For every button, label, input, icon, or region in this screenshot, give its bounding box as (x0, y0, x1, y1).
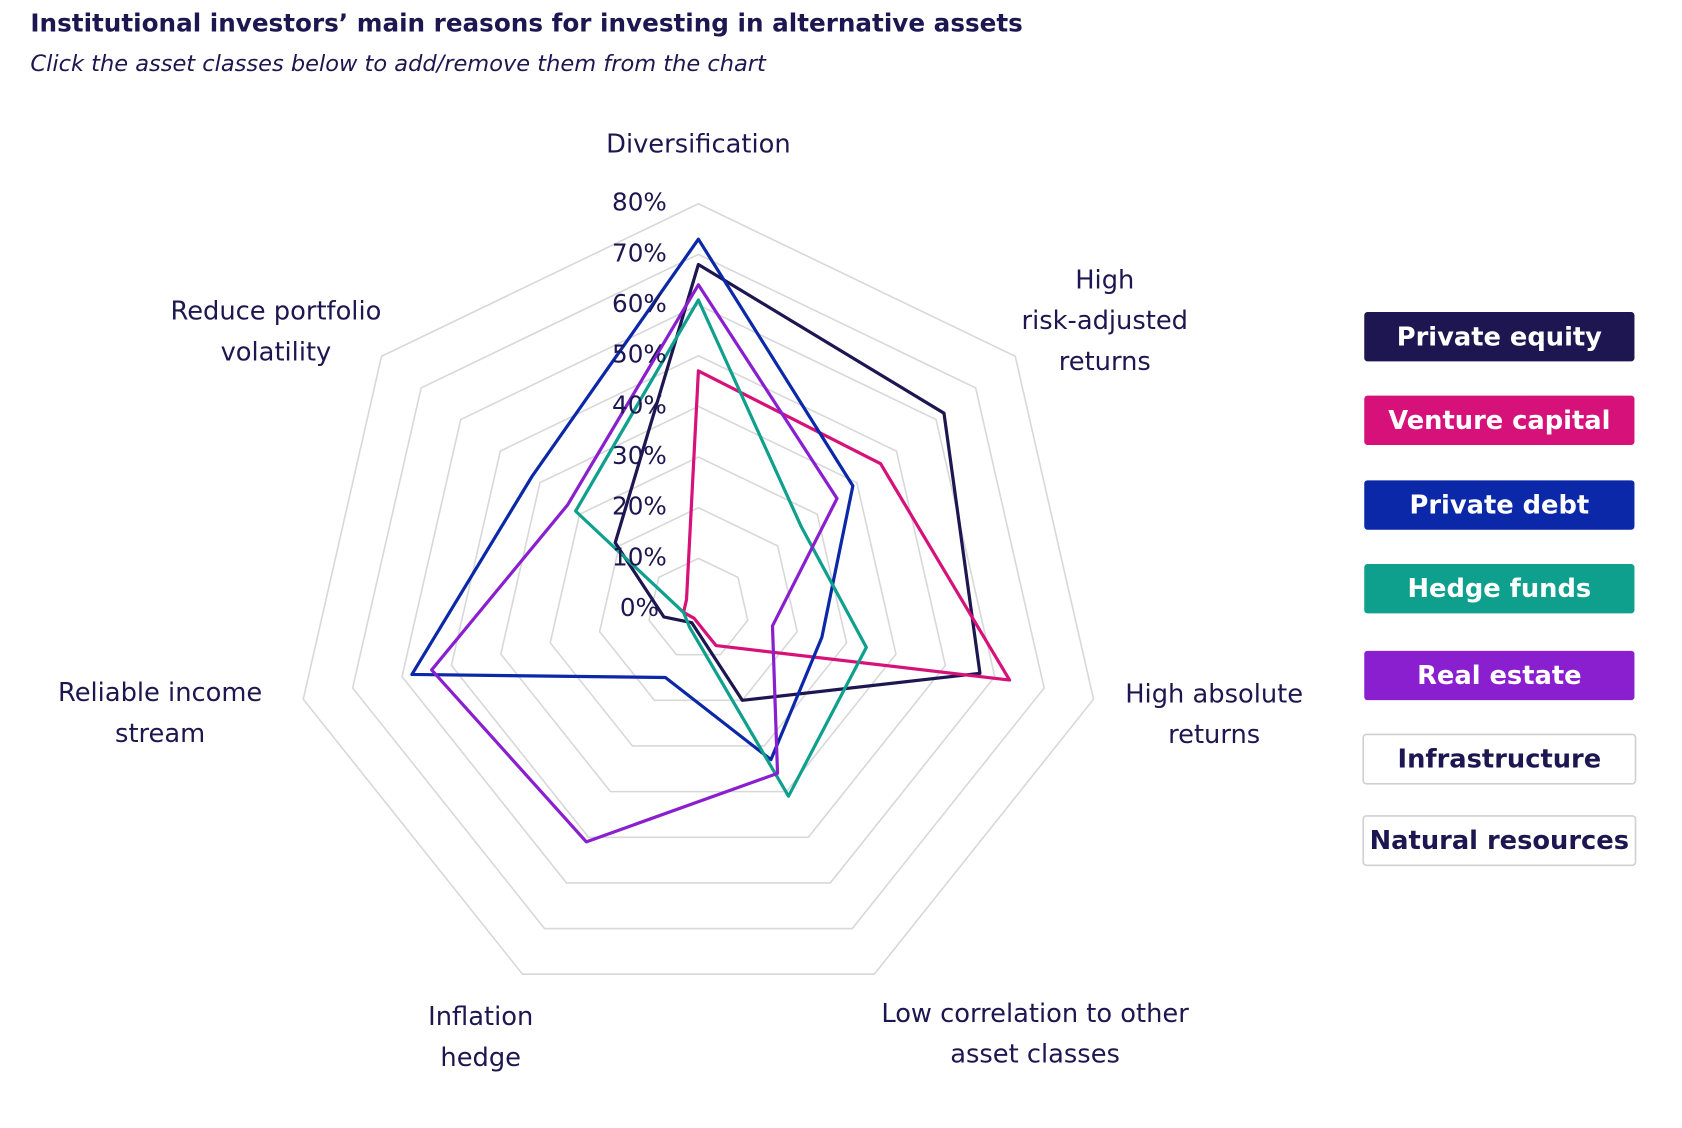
legend-label[interactable]: Venture capital (1388, 406, 1610, 436)
axis-label: asset classes (950, 1040, 1120, 1070)
legend-button[interactable] (1364, 395, 1635, 445)
legend-button[interactable] (1364, 564, 1635, 614)
axis-label: returns (1168, 720, 1260, 750)
legend-button[interactable] (1362, 815, 1637, 867)
y-tick-label: 60% (612, 289, 667, 318)
legend-label[interactable]: Private debt (1409, 491, 1589, 521)
axis-label: Reliable income (58, 678, 262, 708)
axis-label: stream (115, 719, 205, 749)
series-line (410, 237, 855, 762)
grid-ring (351, 253, 1046, 930)
y-tick-label: 80% (612, 188, 667, 217)
grid-ring (499, 405, 897, 793)
axis-label: returns (1059, 347, 1151, 377)
legend-label[interactable]: Natural resources (1370, 826, 1629, 856)
legend-button[interactable] (1364, 312, 1635, 362)
legend-button[interactable] (1364, 480, 1635, 530)
series-line (681, 369, 1012, 682)
y-tick-label: 40% (612, 390, 667, 419)
y-tick-label: 30% (612, 441, 667, 470)
axis-label: hedge (440, 1043, 521, 1073)
y-tick-label: 50% (612, 340, 667, 369)
axis-label: Reduce portfolio (171, 297, 382, 327)
axis-label: Low correlation to other (881, 999, 1189, 1029)
legend-item[interactable]: Private equity (1364, 312, 1635, 362)
y-tick-label: 10% (612, 542, 667, 571)
legend-label[interactable]: Real estate (1417, 661, 1582, 691)
axis-label: Inflation (428, 1002, 533, 1032)
legend-item[interactable]: Real estate (1364, 650, 1635, 701)
legend-item[interactable]: Infrastructure (1362, 733, 1637, 785)
axis-label: Diversification (606, 129, 790, 159)
chart-title: Institutional investors’ main reasons fo… (30, 9, 1022, 38)
legend-label[interactable]: Private equity (1397, 322, 1602, 352)
axis-label: High (1075, 265, 1134, 295)
grid-ring (401, 304, 996, 884)
axis-label: risk-adjusted (1022, 306, 1188, 336)
grid-ring (302, 202, 1095, 976)
y-tick-label: 20% (612, 492, 667, 521)
legend-button[interactable] (1364, 650, 1635, 701)
legend-item[interactable]: Venture capital (1364, 395, 1635, 445)
series-line (430, 283, 839, 844)
legend-label[interactable]: Infrastructure (1398, 745, 1602, 775)
grid-ring (598, 506, 799, 702)
legend-label[interactable]: Hedge funds (1407, 574, 1591, 604)
grid-ring (648, 557, 749, 656)
axis-label: volatility (221, 337, 332, 367)
legend-item[interactable]: Private debt (1364, 480, 1635, 530)
y-tick-label: 0% (620, 593, 659, 622)
legend-button[interactable] (1362, 733, 1637, 785)
legend-item[interactable]: Hedge funds (1364, 564, 1635, 614)
grid-ring (450, 354, 947, 839)
y-tick-label: 70% (612, 238, 667, 267)
chart-subtitle: Click the asset classes below to add/rem… (30, 51, 767, 77)
axis-label: High absolute (1125, 679, 1303, 709)
grid-ring (549, 456, 848, 747)
legend-item[interactable]: Natural resources (1362, 815, 1637, 867)
